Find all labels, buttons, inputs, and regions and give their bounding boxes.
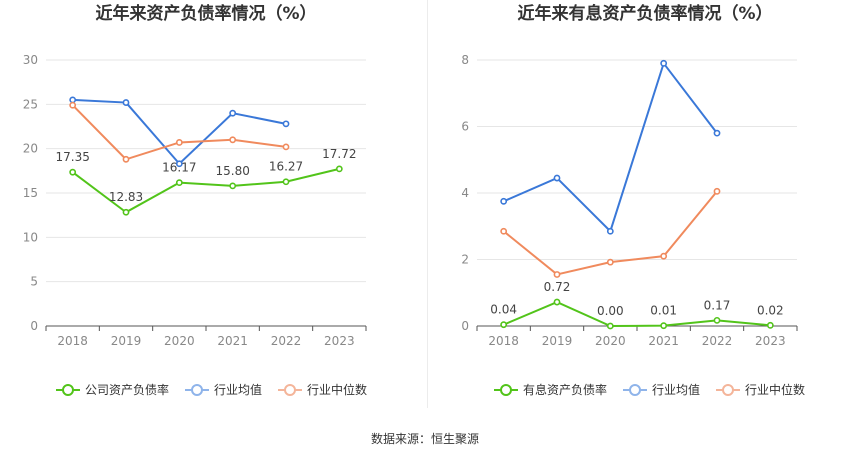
data-point bbox=[282, 120, 290, 128]
chart-divider bbox=[427, 0, 428, 408]
data-point bbox=[122, 99, 130, 106]
chart-title: 近年来有息资产负债率情况（%） bbox=[517, 3, 772, 24]
legend-swatch-marker bbox=[62, 384, 74, 396]
y-tick-label: 15 bbox=[23, 186, 38, 200]
data-point bbox=[553, 174, 561, 182]
series-line-2 bbox=[503, 61, 718, 234]
x-tick-label: 2023 bbox=[755, 334, 786, 348]
y-tick-label: 6 bbox=[461, 120, 469, 134]
y-tick-label: 30 bbox=[23, 53, 38, 67]
data-label: 17.72 bbox=[322, 147, 356, 161]
series-line-1 bbox=[72, 167, 340, 214]
x-tick-label: 2018 bbox=[488, 334, 519, 348]
chart-debt-ratio: 近年来资产负债率情况（%） 0 5 10 15 20 25 30 2018 2019 2020 202… bbox=[23, 3, 367, 397]
data-point bbox=[122, 208, 130, 216]
data-point bbox=[500, 197, 508, 205]
y-tick-label: 0 bbox=[30, 319, 38, 333]
legend-label: 行业均值 bbox=[214, 382, 262, 397]
x-tick-label: 2021 bbox=[217, 334, 248, 348]
data-point bbox=[606, 258, 614, 266]
x-tick-label: 2020 bbox=[595, 334, 626, 348]
data-point bbox=[229, 136, 237, 144]
data-point bbox=[660, 252, 668, 260]
data-point bbox=[660, 322, 668, 330]
data-point bbox=[175, 160, 183, 168]
legend-label: 公司资产负债率 bbox=[85, 382, 169, 397]
legend-item: 有息资产负债率 bbox=[494, 382, 607, 397]
legend-item: 行业中位数 bbox=[278, 382, 367, 397]
data-label: 0.00 bbox=[597, 304, 624, 318]
data-label: 16.27 bbox=[269, 160, 303, 174]
data-point bbox=[69, 168, 77, 176]
data-point bbox=[69, 96, 77, 104]
data-point bbox=[713, 316, 721, 324]
y-tick-label: 2 bbox=[461, 253, 469, 267]
data-label: 0.72 bbox=[544, 280, 571, 294]
data-point bbox=[229, 109, 237, 117]
legend-swatch-marker bbox=[284, 384, 296, 396]
data-point bbox=[335, 165, 343, 173]
legend-swatch-marker bbox=[191, 384, 203, 396]
x-tick-label: 2021 bbox=[648, 334, 679, 348]
data-label: 16.17 bbox=[162, 161, 196, 175]
data-label: 17.35 bbox=[55, 150, 89, 164]
legend-label: 行业中位数 bbox=[745, 382, 805, 397]
data-point bbox=[660, 59, 668, 67]
legend-swatch-marker bbox=[629, 384, 641, 396]
legend-swatch-marker bbox=[722, 384, 734, 396]
data-point bbox=[553, 271, 561, 278]
data-point bbox=[282, 178, 290, 186]
data-point bbox=[500, 227, 508, 235]
data-point bbox=[229, 182, 237, 190]
data-point bbox=[713, 187, 721, 195]
series-line-1 bbox=[503, 300, 771, 328]
legend-item: 行业中位数 bbox=[716, 382, 805, 397]
legend-item: 公司资产负债率 bbox=[56, 382, 169, 397]
data-source: 数据来源：恒生聚源 bbox=[370, 432, 479, 446]
legend-label: 行业均值 bbox=[652, 382, 700, 397]
x-tick-label: 2020 bbox=[164, 334, 195, 348]
data-point bbox=[175, 179, 183, 187]
data-label: 0.17 bbox=[704, 298, 731, 312]
data-point bbox=[175, 139, 183, 146]
x-tick-label: 2019 bbox=[111, 334, 142, 348]
chart-interest-debt-ratio: 近年来有息资产负债率情况（%） 0 2 4 6 8 2018 2019 2020 2021 2022… bbox=[461, 3, 805, 397]
x-tick-label: 2018 bbox=[57, 334, 88, 348]
series-line-3 bbox=[71, 104, 287, 161]
data-point bbox=[606, 227, 614, 235]
chart-title: 近年来资产负债率情况（%） bbox=[95, 3, 316, 24]
y-tick-label: 0 bbox=[461, 319, 469, 333]
data-label: 15.80 bbox=[215, 164, 249, 178]
x-tick-label: 2023 bbox=[324, 334, 355, 348]
y-tick-label: 25 bbox=[23, 97, 38, 111]
data-label: 12.83 bbox=[109, 190, 143, 204]
y-tick-label: 20 bbox=[23, 142, 38, 156]
x-tick-label: 2019 bbox=[542, 334, 573, 348]
y-tick-label: 4 bbox=[461, 186, 469, 200]
legend-swatch-marker bbox=[500, 384, 512, 396]
data-point bbox=[122, 155, 130, 163]
data-point bbox=[282, 143, 290, 151]
data-point bbox=[766, 321, 774, 329]
data-point bbox=[606, 322, 614, 330]
x-tick-label: 2022 bbox=[271, 334, 302, 348]
x-tick-label: 2022 bbox=[702, 334, 733, 348]
y-tick-label: 10 bbox=[23, 230, 38, 244]
data-point bbox=[553, 298, 561, 306]
y-tick-label: 5 bbox=[30, 275, 38, 289]
data-label: 0.04 bbox=[490, 303, 517, 317]
data-label: 0.02 bbox=[757, 303, 784, 317]
series-line-2 bbox=[72, 98, 287, 166]
y-tick-label: 8 bbox=[461, 53, 469, 67]
legend-label: 行业中位数 bbox=[307, 382, 367, 397]
data-point bbox=[713, 129, 721, 137]
data-point bbox=[500, 321, 508, 329]
legend-item: 行业均值 bbox=[185, 382, 262, 397]
legend-item: 行业均值 bbox=[623, 382, 700, 397]
legend-label: 有息资产负债率 bbox=[523, 382, 607, 397]
data-label: 0.01 bbox=[650, 304, 677, 318]
data-point bbox=[69, 101, 77, 109]
